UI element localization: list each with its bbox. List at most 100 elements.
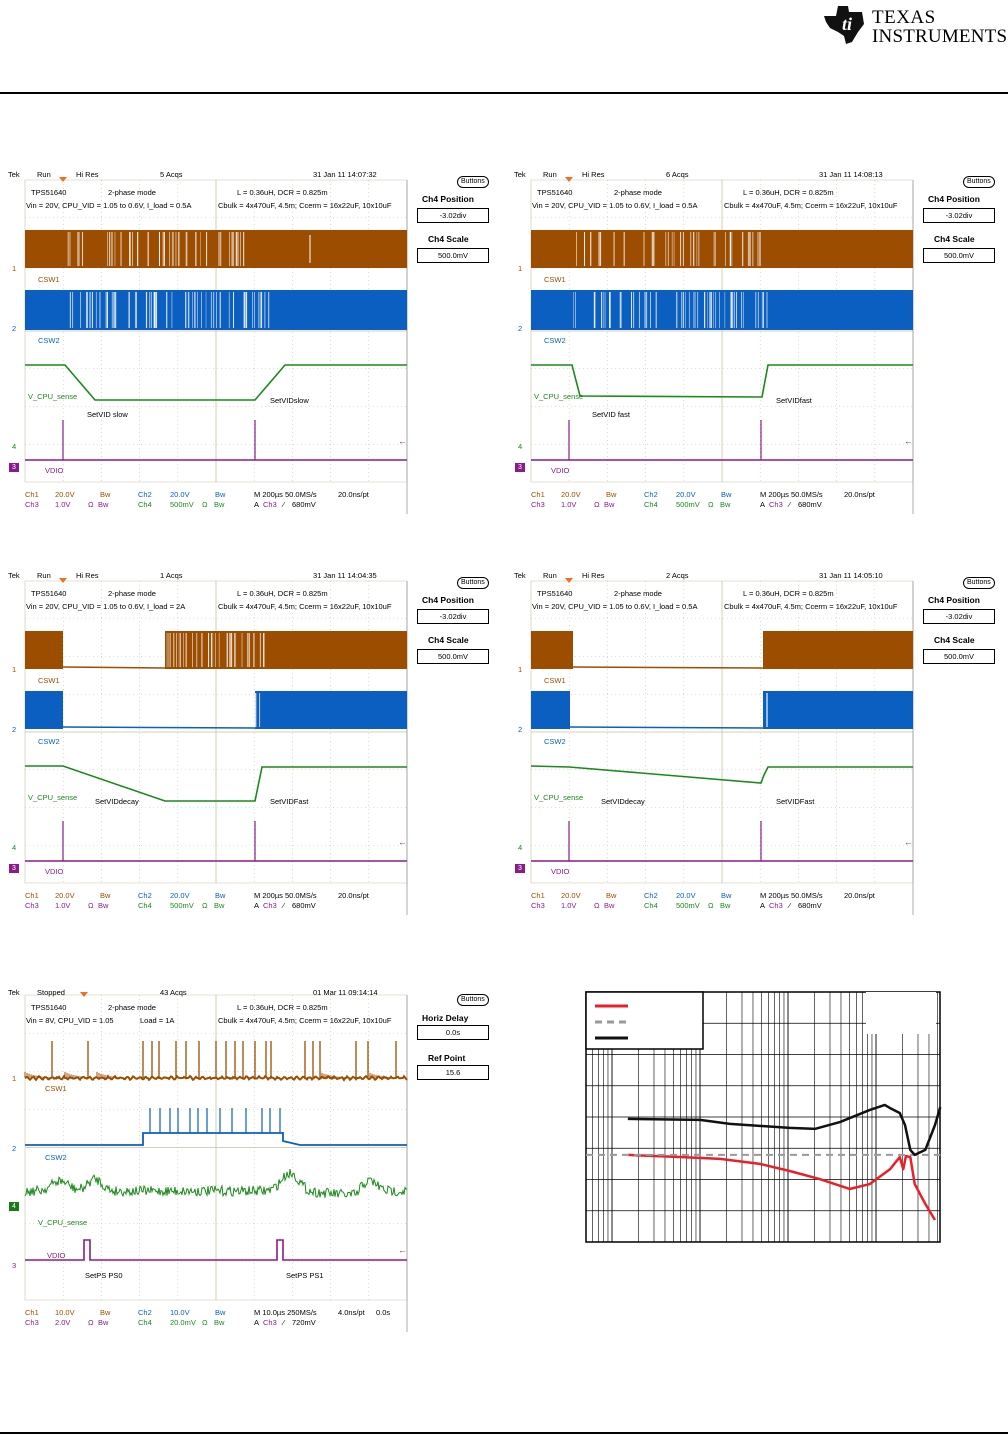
event-label: SetVIDslow: [270, 396, 309, 405]
csw1-label: CSW1: [38, 676, 60, 685]
setting-label: Ch4 Scale: [428, 234, 469, 244]
setting-value-field[interactable]: 0.0s: [417, 1025, 489, 1040]
setting-label: Ch4 Position: [422, 194, 474, 204]
tek-label: Tek: [514, 571, 526, 580]
ch4-trace: [530, 765, 913, 784]
footer-ch3: Ch3: [25, 901, 39, 910]
footer-trigger-level: 680mV: [292, 500, 316, 509]
footer-record-length: 4.0ns/pt: [338, 1308, 365, 1317]
inductor-label: L = 0.36uH, DCR = 0.825m: [743, 589, 834, 598]
event-label: SetVIDdecay: [95, 797, 139, 806]
setting-value-field[interactable]: 500.0mV: [417, 248, 489, 263]
ch4-trace: [531, 364, 913, 398]
logo-text-texas: TEXAS: [872, 7, 936, 28]
vdio-label: VDIO: [551, 867, 570, 876]
vdio-label: VDIO: [45, 466, 64, 475]
conditions-label: Vin = 20V, CPU_VID = 1.05 to 0.6V, I_loa…: [532, 201, 698, 210]
setting-value-field[interactable]: 500.0mV: [923, 649, 995, 664]
setting-value-field[interactable]: -3.02div: [417, 208, 489, 223]
acquisition-state: Run: [543, 571, 557, 580]
acquisition-count: 1 Acqs: [160, 571, 183, 580]
footer-record-length: 20.0ns/pt: [844, 891, 875, 900]
footer-ch4: Ch4: [644, 500, 658, 509]
capacitor-label: Cbulk = 4x470uF, 4.5m; Ccerm = 16x22uF, …: [218, 1016, 392, 1025]
ch4-marker: 4: [9, 1202, 19, 1211]
ch1-marker: 1: [12, 665, 17, 674]
ch2-trace-burst: [255, 691, 407, 729]
buttons-button[interactable]: Buttons: [963, 176, 995, 188]
buttons-button[interactable]: Buttons: [457, 577, 489, 589]
buttons-button[interactable]: Buttons: [457, 994, 489, 1006]
phase-mode-label: 2-phase mode: [614, 589, 662, 598]
ch2-marker: 2: [12, 725, 17, 734]
setting-value-field[interactable]: -3.02div: [417, 609, 489, 624]
buttons-button[interactable]: Buttons: [963, 577, 995, 589]
footer-trigger-slope: ⁄: [283, 901, 285, 910]
ch2-trace-low: [62, 726, 256, 729]
v-cpu-sense-label: V_CPU_sense: [534, 793, 584, 802]
ch2-trace-low: [569, 726, 764, 729]
footer-ch1-scale: 20.0V: [561, 891, 581, 900]
v-cpu-sense-label: V_CPU_sense: [28, 793, 78, 802]
footer-ch1: Ch1: [25, 891, 39, 900]
acquisition-mode: Hi Res: [76, 571, 99, 580]
footer-ch1-scale: 20.0V: [55, 490, 75, 499]
ch4-marker: 4: [518, 843, 523, 852]
footer-trigger-source: Ch3: [263, 1318, 277, 1327]
footer-bw: Bw: [98, 901, 109, 910]
event-label: SetVIDfast: [776, 396, 812, 405]
footer-ch3-scale: 1.0V: [561, 901, 577, 910]
footer-trigger-level: 680mV: [292, 901, 316, 910]
footer-bw: Bw: [100, 490, 111, 499]
vdio-label: VDIO: [45, 867, 64, 876]
event-label: SetVID fast: [592, 410, 630, 419]
setting-value-field[interactable]: 15.6: [417, 1065, 489, 1080]
footer-ohm: Ω: [88, 1318, 94, 1327]
event-label: SetVIDFast: [270, 797, 309, 806]
footer-bw: Bw: [721, 490, 732, 499]
ch1-trace: [25, 631, 63, 669]
phase-mode-label: 2-phase mode: [108, 188, 156, 197]
ch2-marker: 2: [12, 1144, 17, 1153]
acquisition-mode: Hi Res: [582, 170, 605, 179]
logo-text-instruments: INSTRUMENTS: [872, 26, 1008, 47]
footer-bw: Bw: [606, 891, 617, 900]
csw1-label: CSW1: [544, 275, 566, 284]
footer-bw: Bw: [604, 500, 615, 509]
inductor-label: L = 0.36uH, DCR = 0.825m: [237, 589, 328, 598]
ch1-trace-low: [572, 666, 764, 669]
setting-value-field[interactable]: 500.0mV: [923, 248, 995, 263]
footer-bw: Bw: [606, 490, 617, 499]
ch4-marker: 4: [12, 442, 17, 451]
trigger-position-marker: [59, 177, 67, 182]
footer-ch2: Ch2: [138, 490, 152, 499]
device-label: TPS51640: [31, 188, 67, 197]
ch3-marker: 3: [515, 463, 525, 472]
trigger-position-marker: [565, 177, 573, 182]
csw2-label: CSW2: [45, 1153, 67, 1162]
setting-value-field[interactable]: -3.02div: [923, 208, 995, 223]
setting-value-field[interactable]: 500.0mV: [417, 649, 489, 664]
footer-ohm: Ω: [202, 901, 208, 910]
footer-ch1-scale: 10.0V: [55, 1308, 75, 1317]
ch3-marker: 3: [12, 1261, 17, 1270]
ch1-trace: [531, 631, 573, 669]
trigger-level-arrow-icon: ←: [904, 436, 913, 446]
footer-trigger-level: 720mV: [292, 1318, 316, 1327]
footer-ch2: Ch2: [138, 1308, 152, 1317]
footer-trigger-source: Ch3: [263, 500, 277, 509]
scope-capture: ← Tek Stopped 43 Acqs 01 Mar 11 09:14:14 Butt…: [0, 983, 500, 1333]
vdio-label: VDIO: [551, 466, 570, 475]
footer-bw: Bw: [214, 1318, 225, 1327]
tek-label: Tek: [514, 170, 526, 179]
footer-ch3-scale: 1.0V: [561, 500, 577, 509]
footer-trigger-slope: ⁄: [789, 500, 791, 509]
footer-rule: [0, 1432, 1008, 1434]
footer-timebase: M 200µs 50.0MS/s: [254, 490, 317, 499]
buttons-button[interactable]: Buttons: [457, 176, 489, 188]
acquisition-mode: Hi Res: [582, 571, 605, 580]
footer-bw: Bw: [100, 891, 111, 900]
event-label: SetVID slow: [87, 410, 128, 419]
setting-value-field[interactable]: -3.02div: [923, 609, 995, 624]
footer-bw: Bw: [215, 1308, 226, 1317]
